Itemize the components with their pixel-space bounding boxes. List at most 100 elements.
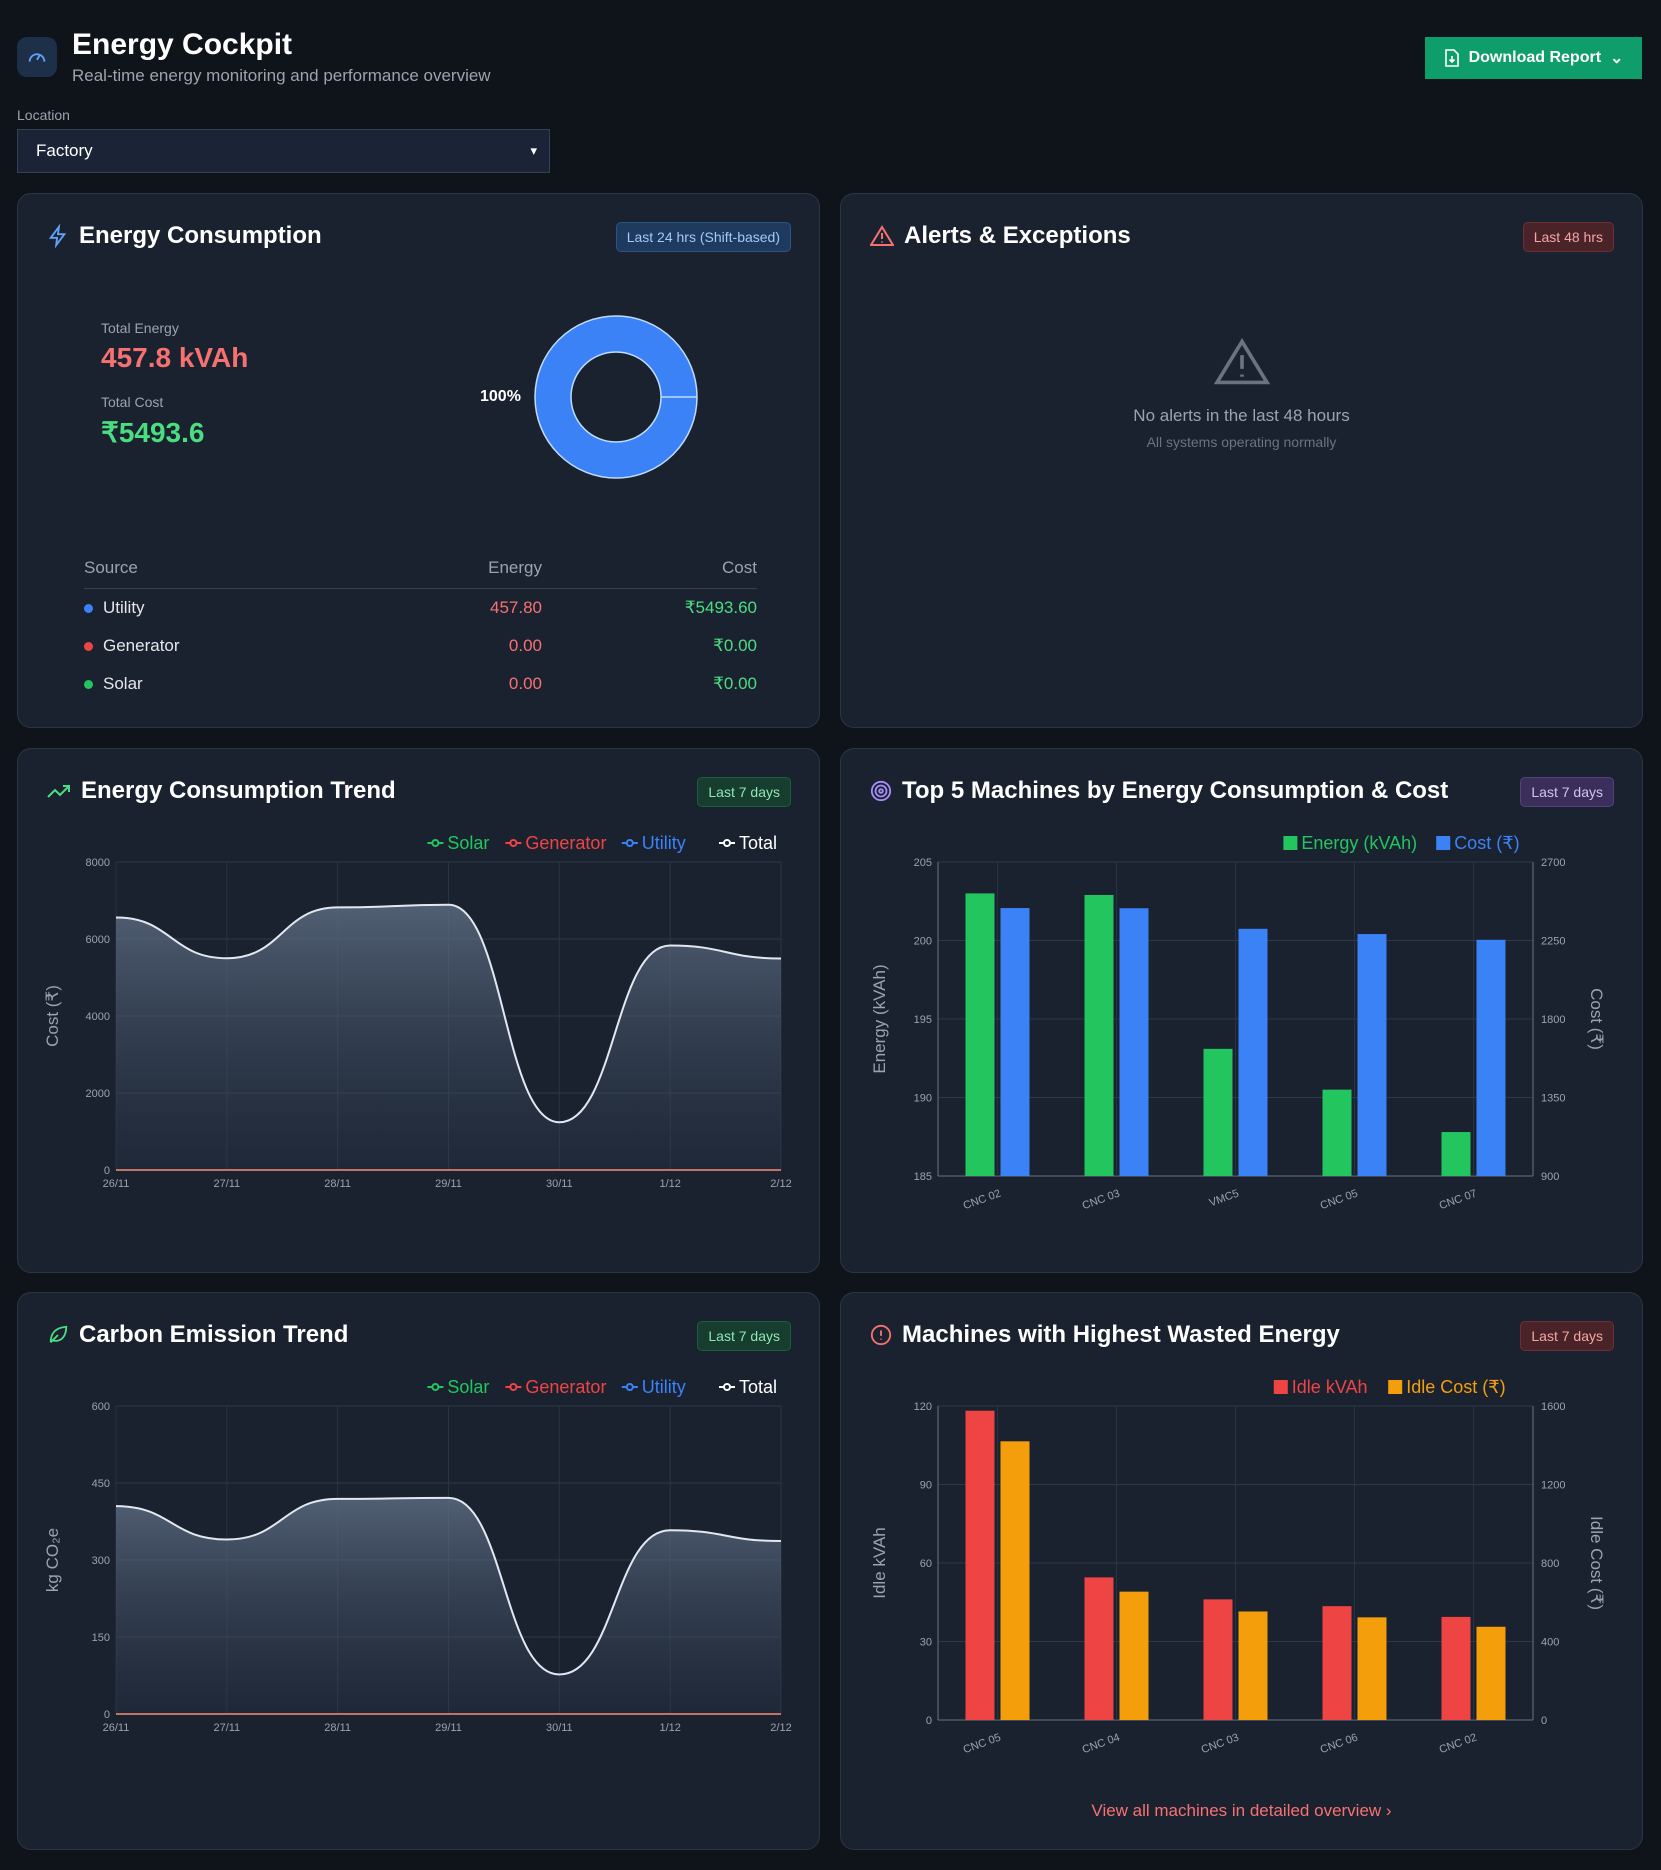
x-tick-label: 1/12 [659,1722,680,1734]
no-alerts-message: No alerts in the last 48 hours [1133,406,1350,425]
download-report-button[interactable]: Download Report ⌄ [1425,37,1642,79]
bar-idle-kvah [1203,1599,1233,1720]
panel-title: Energy Consumption Trend [81,777,396,804]
y2-tick-label: 900 [1541,1171,1559,1183]
top-machines-panel: Top 5 Machines by Energy Consumption & C… [840,748,1643,1273]
y-tick-label: 8000 [86,857,110,869]
donut-slice-utility[interactable] [535,316,697,478]
source-row: Utility 457.80 ₹5493.60 [84,589,757,627]
x-tick-label: CNC 05 [1319,1188,1360,1213]
bar-cost- [1119,908,1149,1176]
x-tick-label: CNC 06 [1319,1732,1360,1757]
x-tick-label: CNC 04 [1081,1732,1122,1757]
wasted-energy-chart: 0 30 60 90 120 Idle kVAh CNC 05 CNC 04 CNC 03 CNC… [870,1377,1606,1757]
y-tick-label: 300 [92,1555,110,1567]
bar-cost- [1000,908,1030,1176]
y-axis-title: kg CO₂e [43,1528,62,1592]
x-tick-label: 28/11 [324,1722,351,1734]
gauge-logo-icon [17,37,57,77]
legend-label: Energy (kVAh) [1301,833,1417,853]
y-tick-label: 0 [104,1709,110,1721]
file-download-icon [1444,49,1459,67]
time-range-badge: Last 48 hrs [1522,222,1614,252]
leaf-icon [49,1325,68,1343]
y-tick-label: 450 [92,1478,110,1490]
y-axis-title: Energy (kVAh) [870,964,889,1073]
x-tick-label: 26/11 [103,1722,130,1734]
y2-tick-label: 1200 [1541,1480,1565,1492]
x-tick-label: CNC 07 [1438,1188,1479,1213]
y-tick-label: 0 [926,1715,932,1727]
legend-label: Total [739,833,777,853]
legend-marker [509,1383,518,1391]
time-range-badge: Last 7 days [1520,777,1614,807]
bar-cost- [1357,934,1387,1176]
source-color-dot [84,679,93,689]
donut-percent-label: 100% [480,388,521,405]
source-table: Source Energy Cost Utility 457.80 ₹5493.60 Ge… [84,558,757,703]
legend-marker [509,839,518,847]
panel-title: Machines with Highest Wasted Energy [902,1321,1340,1348]
bar-idle-kvah [965,1410,995,1720]
series-line-total [115,1496,782,1676]
time-range-badge: Last 7 days [697,777,791,807]
y2-tick-label: 2250 [1541,936,1565,948]
location-value: Factory [36,141,93,160]
y2-axis-title: Cost (₹) [1587,988,1606,1050]
y-tick-label: 190 [914,1093,932,1105]
bar-idle-kvah [1322,1606,1352,1720]
column-header-cost: Cost [542,558,757,589]
y2-tick-label: 0 [1541,1715,1547,1727]
x-tick-label: CNC 03 [1081,1188,1122,1213]
source-name: Utility [103,597,145,617]
y2-tick-label: 400 [1541,1637,1559,1649]
y2-tick-label: 1600 [1541,1401,1565,1413]
y-tick-label: 120 [914,1401,932,1413]
legend-label: Utility [642,833,686,853]
bar-energy-kvah- [965,893,995,1176]
column-header-energy: Energy [376,558,542,589]
x-tick-label: 1/12 [659,1178,680,1190]
x-tick-label: VMC5 [1208,1188,1241,1210]
y-tick-label: 30 [920,1637,932,1649]
time-range-badge: Last 7 days [697,1321,791,1351]
download-label: Download Report [1468,49,1602,66]
y-tick-label: 4000 [86,1011,110,1023]
bar-idle-cost- [1357,1617,1387,1720]
legend-swatch [1283,836,1298,850]
series-line-total [115,903,782,1124]
energy-trend-panel: Energy Consumption Trend Last 7 days 0 20… [17,748,820,1273]
page-subtitle: Real-time energy monitoring and performa… [72,66,491,85]
x-tick-label: 27/11 [213,1722,240,1734]
bar-energy-kvah- [1203,1048,1233,1176]
x-tick-label: 2/12 [770,1722,791,1734]
y2-tick-label: 2700 [1541,857,1565,869]
legend-marker [625,1383,634,1391]
no-alerts-submessage: All systems operating normally [1146,434,1337,450]
total-energy-value: 457.8 kVAh [101,342,249,373]
carbon-trend-chart: 0 150 300 450 600 kg CO₂e 26/11 27/11 28/11 29/11… [43,1377,792,1734]
bar-idle-cost- [1119,1591,1149,1720]
view-all-machines-link[interactable]: View all machines in detailed overview › [841,1801,1642,1821]
chevron-down-icon: ⌄ [1610,50,1624,67]
location-select[interactable]: Factory ▾ [17,129,550,173]
bar-idle-kvah [1441,1616,1471,1720]
y-axis-title: Idle kVAh [870,1527,889,1599]
y-tick-label: 0 [104,1165,110,1177]
x-tick-label: 29/11 [435,1722,462,1734]
bar-cost- [1476,939,1506,1176]
total-cost-label: Total Cost [101,394,164,410]
bar-energy-kvah- [1084,894,1114,1176]
x-tick-label: 27/11 [213,1178,240,1190]
x-tick-label: CNC 03 [1200,1732,1241,1757]
y-tick-label: 150 [92,1632,110,1644]
bar-idle-cost- [1238,1611,1268,1720]
energy-source-donut [534,315,698,479]
y2-axis-title: Idle Cost (₹) [1587,1516,1606,1610]
donut-inner-outline [570,351,662,443]
target-icon [870,780,892,802]
lightning-icon [48,224,67,248]
source-energy: 457.80 [490,597,542,617]
legend-label: Solar [447,833,489,853]
alert-circle-icon [870,1324,892,1346]
